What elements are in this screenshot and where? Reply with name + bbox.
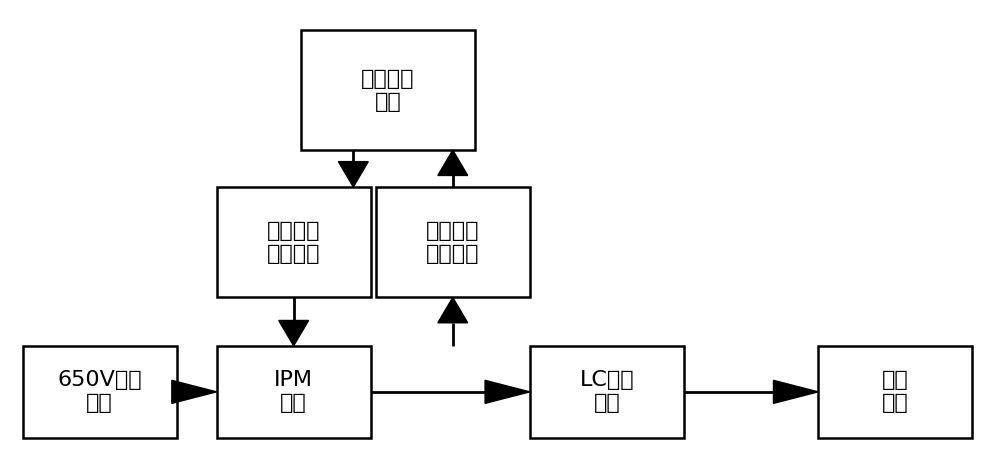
Polygon shape bbox=[485, 380, 530, 404]
Polygon shape bbox=[438, 150, 468, 175]
Bar bbox=[217, 187, 371, 297]
Bar bbox=[301, 30, 475, 150]
Text: LC滤波
电路: LC滤波 电路 bbox=[580, 370, 634, 413]
Text: 驱动信号
隔离电路: 驱动信号 隔离电路 bbox=[267, 220, 320, 264]
Bar bbox=[818, 346, 972, 438]
Bar bbox=[530, 346, 684, 438]
Bar bbox=[23, 346, 177, 438]
Text: 650V直流
电路: 650V直流 电路 bbox=[57, 370, 142, 413]
Text: 数字控制
电路: 数字控制 电路 bbox=[361, 69, 415, 112]
Text: IPM
电路: IPM 电路 bbox=[274, 370, 313, 413]
Polygon shape bbox=[279, 321, 309, 346]
Polygon shape bbox=[438, 297, 468, 323]
Text: 交流
负载: 交流 负载 bbox=[882, 370, 909, 413]
Polygon shape bbox=[773, 380, 818, 404]
Text: 保护信号
隔离电路: 保护信号 隔离电路 bbox=[426, 220, 480, 264]
Polygon shape bbox=[338, 162, 368, 187]
Bar bbox=[376, 187, 530, 297]
Bar bbox=[217, 346, 371, 438]
Polygon shape bbox=[172, 380, 217, 404]
